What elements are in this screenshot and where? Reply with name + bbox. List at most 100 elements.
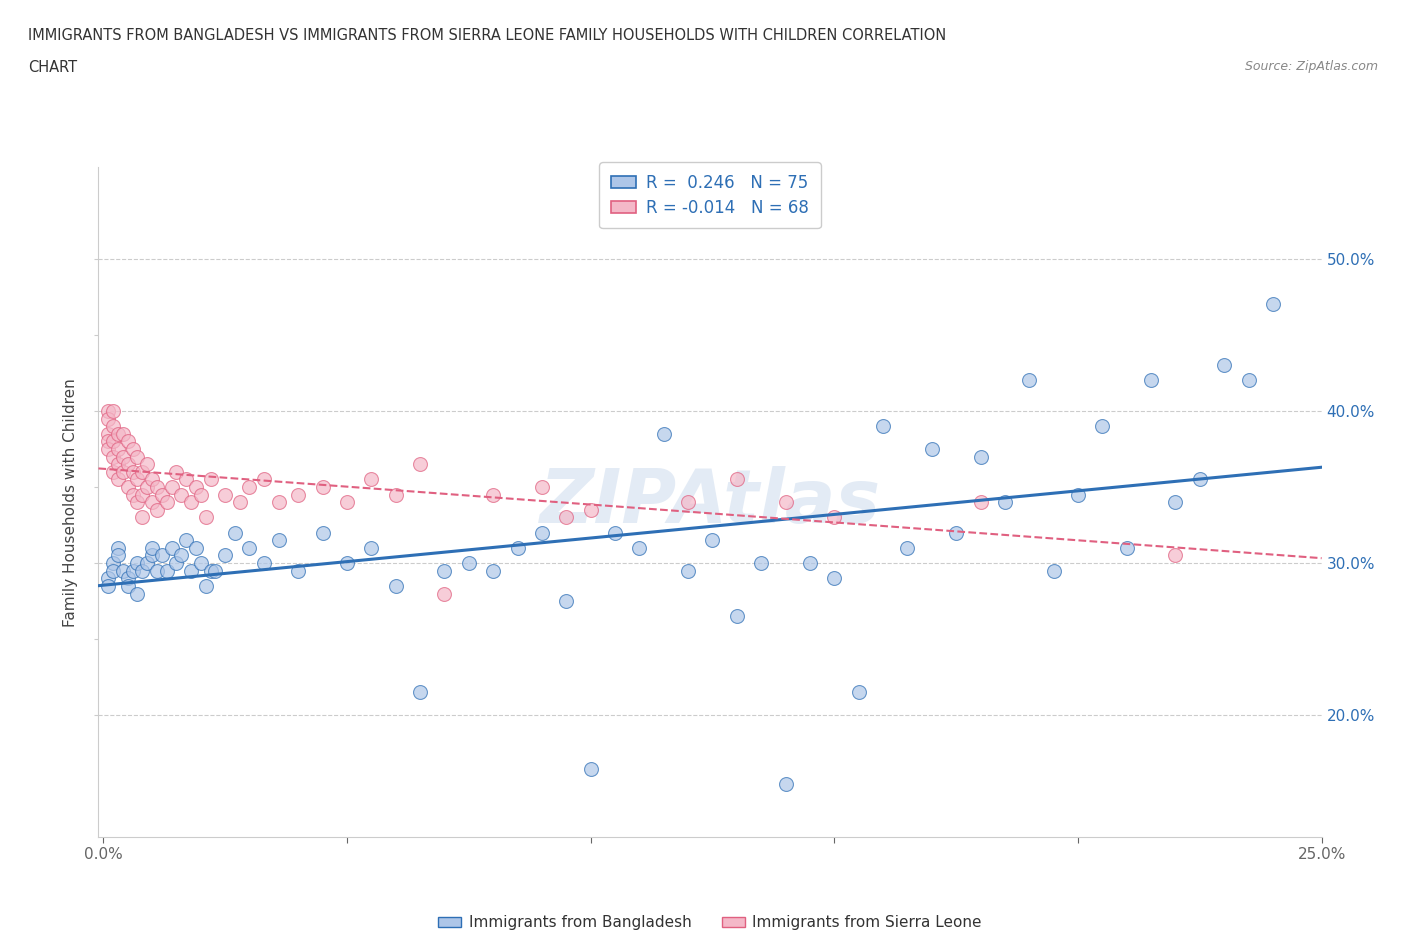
- Point: [1164, 548, 1187, 563]
- Point: [311, 480, 333, 495]
- Point: [117, 434, 139, 449]
- Point: [823, 510, 845, 525]
- Point: [101, 418, 124, 433]
- Point: [872, 418, 894, 433]
- Point: [107, 540, 129, 555]
- Point: [384, 578, 406, 593]
- Point: [238, 480, 260, 495]
- Point: [131, 510, 153, 525]
- Point: [676, 495, 699, 510]
- Point: [101, 449, 124, 464]
- Point: [628, 540, 651, 555]
- Point: [101, 464, 124, 479]
- Point: [97, 411, 120, 426]
- Point: [156, 495, 179, 510]
- Y-axis label: Family Households with Children: Family Households with Children: [63, 378, 79, 627]
- Point: [190, 555, 212, 570]
- Point: [702, 533, 724, 548]
- Point: [107, 426, 129, 441]
- Point: [127, 472, 149, 486]
- Point: [180, 495, 202, 510]
- Point: [267, 495, 290, 510]
- Point: [150, 548, 173, 563]
- Point: [945, 525, 967, 540]
- Point: [555, 510, 578, 525]
- Point: [530, 480, 553, 495]
- Point: [101, 404, 124, 418]
- Text: CHART: CHART: [28, 60, 77, 75]
- Point: [253, 472, 276, 486]
- Point: [994, 495, 1017, 510]
- Point: [141, 540, 163, 555]
- Point: [482, 564, 505, 578]
- Legend: Immigrants from Bangladesh, Immigrants from Sierra Leone: Immigrants from Bangladesh, Immigrants f…: [432, 910, 988, 930]
- Point: [204, 564, 226, 578]
- Point: [136, 480, 159, 495]
- Point: [101, 434, 124, 449]
- Point: [1115, 540, 1137, 555]
- Point: [111, 564, 134, 578]
- Point: [194, 510, 217, 525]
- Point: [409, 685, 432, 700]
- Point: [921, 442, 943, 457]
- Point: [1261, 297, 1284, 312]
- Point: [170, 548, 193, 563]
- Point: [174, 533, 197, 548]
- Point: [1067, 487, 1090, 502]
- Point: [107, 472, 129, 486]
- Point: [97, 571, 120, 586]
- Point: [775, 495, 797, 510]
- Point: [1213, 358, 1236, 373]
- Point: [127, 555, 149, 570]
- Point: [174, 472, 197, 486]
- Point: [170, 487, 193, 502]
- Point: [603, 525, 626, 540]
- Point: [141, 548, 163, 563]
- Point: [287, 564, 309, 578]
- Point: [311, 525, 333, 540]
- Point: [224, 525, 246, 540]
- Point: [799, 555, 821, 570]
- Point: [676, 564, 699, 578]
- Point: [131, 564, 153, 578]
- Point: [101, 564, 124, 578]
- Point: [336, 555, 359, 570]
- Point: [652, 426, 675, 441]
- Point: [146, 564, 169, 578]
- Point: [131, 464, 153, 479]
- Point: [969, 449, 991, 464]
- Point: [1237, 373, 1260, 388]
- Point: [156, 564, 179, 578]
- Point: [579, 502, 602, 517]
- Point: [360, 472, 382, 486]
- Point: [457, 555, 479, 570]
- Point: [360, 540, 382, 555]
- Point: [1018, 373, 1040, 388]
- Point: [267, 533, 290, 548]
- Point: [165, 464, 187, 479]
- Point: [482, 487, 505, 502]
- Point: [160, 540, 183, 555]
- Point: [725, 472, 748, 486]
- Point: [184, 540, 207, 555]
- Point: [111, 426, 134, 441]
- Point: [165, 555, 187, 570]
- Point: [136, 555, 159, 570]
- Point: [117, 457, 139, 472]
- Point: [725, 609, 748, 624]
- Point: [107, 442, 129, 457]
- Point: [238, 540, 260, 555]
- Point: [160, 480, 183, 495]
- Point: [117, 578, 139, 593]
- Point: [117, 480, 139, 495]
- Point: [336, 495, 359, 510]
- Point: [131, 487, 153, 502]
- Point: [101, 555, 124, 570]
- Point: [107, 548, 129, 563]
- Point: [111, 449, 134, 464]
- Point: [97, 426, 120, 441]
- Point: [136, 457, 159, 472]
- Point: [1188, 472, 1211, 486]
- Point: [506, 540, 529, 555]
- Point: [200, 564, 222, 578]
